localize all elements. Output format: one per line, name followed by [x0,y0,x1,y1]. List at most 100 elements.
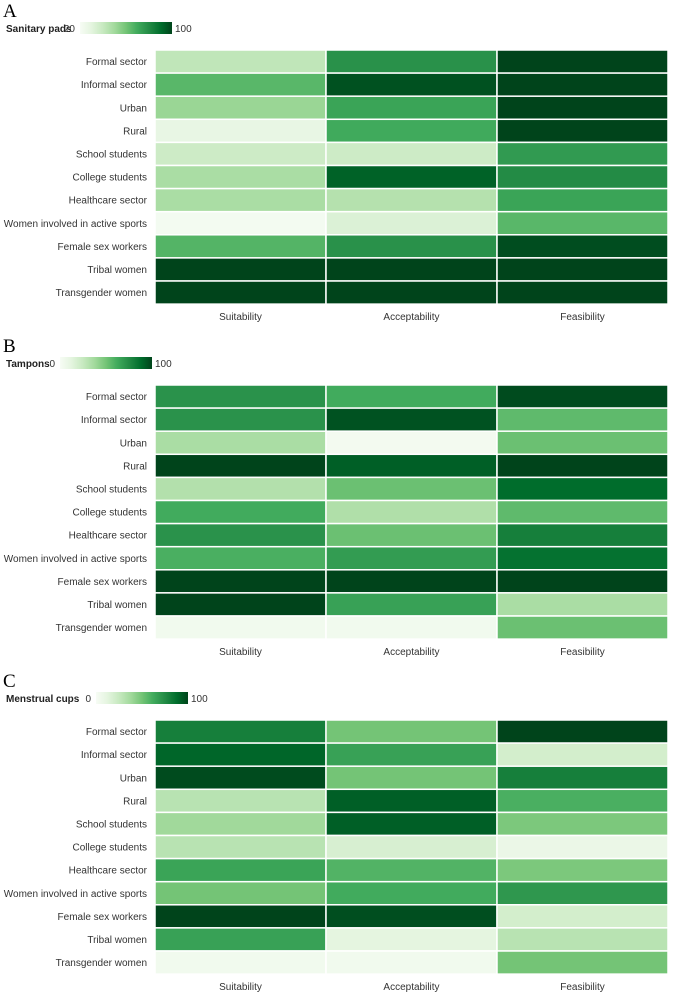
heatmap-cell [325,950,498,975]
heatmap-cell [325,545,498,571]
column-label: Feasibility [560,312,604,323]
heatmap-cell [496,49,669,74]
heatmap-cell [154,384,327,409]
panel-letter: A [3,1,17,22]
heatmap-cell [325,927,498,952]
row-label: College students [73,843,148,854]
heatmap-cell [496,615,669,640]
heatmap-cell [496,742,669,767]
heatmap-cell [154,904,327,929]
row-label: Urban [120,438,147,449]
row-label: Tribal women [87,600,147,611]
heatmap-cell [325,765,498,791]
legend-title: Tampons [6,359,50,370]
heatmap-cell [154,719,327,744]
heatmap-cell [154,280,327,305]
heatmap-cell [325,430,498,456]
panel-c: C Menstrual cups 0 100 Formal sector Informal… [3,671,669,993]
heatmap-cell [154,834,327,860]
legend-min-label: 0 [49,359,55,370]
row-label: Urban [120,773,147,784]
row-label: Healthcare sector [69,531,148,542]
heatmap-cell [496,811,669,837]
heatmap-cell [325,904,498,929]
heatmap-cell [496,522,669,548]
heatmap-cell [496,880,669,906]
heatmap-cell [496,569,669,594]
heatmap-cell [154,453,327,479]
heatmap-cell [325,257,498,282]
legend-colorbar [96,692,188,704]
row-label: Informal sector [81,750,148,761]
row-label: Urban [120,103,147,114]
heatmap-cell [154,615,327,640]
heatmap-cell [325,141,498,167]
legend-max-label: 100 [175,24,192,35]
heatmap-cell [154,545,327,571]
heatmap-cell [496,927,669,952]
heatmap-cell [496,407,669,432]
heatmap-cell [325,719,498,744]
heatmap-cell [154,592,327,617]
heatmap-cell [154,927,327,952]
legend-min-label: 0 [85,694,91,705]
row-label: College students [73,508,148,519]
row-label: Women involved in active sports [4,219,147,230]
row-label: Women involved in active sports [4,554,147,565]
legend-max-label: 100 [155,359,172,370]
heatmap-cell [154,569,327,594]
column-label: Suitability [219,647,262,658]
heatmap-cell [154,407,327,432]
row-label: Informal sector [81,415,148,426]
row-label: Rural [123,126,147,137]
row-label: Transgender women [56,958,147,969]
heatmap-cell [325,384,498,409]
legend-colorbar [60,357,152,369]
heatmap-cell [154,141,327,167]
heatmap-cell [325,476,498,502]
row-label: Female sex workers [58,242,147,253]
heatmap-cell [154,49,327,74]
column-label: Acceptability [383,982,439,993]
row-label: School students [76,149,147,160]
row-label: Women involved in active sports [4,889,147,900]
heatmap-cell [496,430,669,456]
heatmap-cell [154,164,327,190]
heatmap-cell [496,765,669,791]
row-label: Formal sector [86,392,148,403]
heatmap-cell [496,210,669,236]
row-label: Female sex workers [58,912,147,923]
heatmap-cell [496,187,669,213]
heatmap-cell [325,187,498,213]
heatmap-cell [154,765,327,791]
heatmap-cell [325,210,498,236]
panel-letter: B [3,336,16,357]
heatmap-cell [496,280,669,305]
heatmap-cell [496,719,669,744]
legend-title: Menstrual cups [6,694,80,705]
heatmap-cell [154,522,327,548]
heatmap-cell [325,569,498,594]
row-label: Healthcare sector [69,866,148,877]
heatmap-cell [154,950,327,975]
heatmap-cell [496,234,669,259]
heatmap-cell [154,234,327,259]
heatmap-cell [154,857,327,883]
row-label: Female sex workers [58,577,147,588]
heatmap-cell [496,118,669,144]
heatmap-cell [325,164,498,190]
heatmap-cell [496,141,669,167]
row-label: Tribal women [87,265,147,276]
row-label: School students [76,819,147,830]
heatmap-cell [325,280,498,305]
heatmap-cell [325,118,498,144]
heatmap-cell [154,742,327,767]
legend-title: Sanitary pads [6,24,72,35]
heatmap-cell [325,742,498,767]
heatmap-cell [154,95,327,121]
heatmap-cell [154,430,327,456]
column-label: Acceptability [383,647,439,658]
heatmap-cell [325,453,498,479]
row-label: Transgender women [56,288,147,299]
